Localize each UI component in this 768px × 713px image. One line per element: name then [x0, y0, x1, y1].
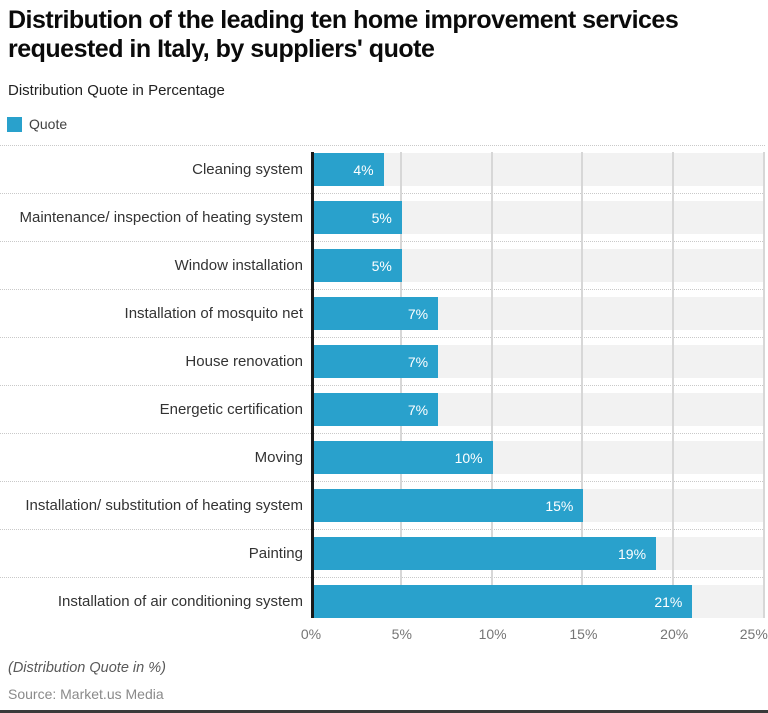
category-label: House renovation [185, 353, 303, 370]
plot-cell: 7% [311, 290, 765, 337]
gridline-25% [763, 152, 765, 618]
plot-cell: 5% [311, 194, 765, 241]
bar-chart-plot-area: Cleaning system 4% Maintenance/ inspection… [0, 145, 765, 625]
bar-house-renovation[interactable]: 7% [311, 345, 439, 378]
bar-value-label: 19% [618, 545, 647, 562]
x-tick-label: 20% [660, 626, 689, 642]
category-label: Moving [254, 449, 303, 466]
chart-row: House renovation 7% [0, 337, 765, 385]
bar-cleaning-system[interactable]: 4% [311, 153, 384, 186]
source-attribution: Source: Market.us Media [8, 686, 164, 702]
bar-installation-substitution-of-heating-system[interactable]: 15% [311, 489, 584, 522]
chart-subtitle: Distribution Quote in Percentage [8, 82, 225, 99]
bar-moving[interactable]: 10% [311, 441, 493, 474]
plot-cell: 4% [311, 146, 765, 193]
plot-cell: 21% [311, 578, 765, 625]
x-tick-label: 5% [391, 626, 412, 642]
bar-energetic-certification[interactable]: 7% [311, 393, 439, 426]
bar-value-label: 7% [407, 401, 429, 418]
legend[interactable]: Quote [7, 116, 67, 132]
bar-value-label: 15% [545, 497, 574, 514]
bar-value-label: 5% [371, 257, 392, 274]
x-tick-label: 25% [739, 626, 768, 642]
category-label: Installation of air conditioning system [57, 593, 303, 610]
bottom-border [0, 710, 768, 713]
plot-cell: 19% [311, 530, 765, 577]
chart-footnote: (Distribution Quote in %) [8, 660, 166, 676]
bar-painting[interactable]: 19% [311, 537, 657, 570]
category-label: Painting [248, 545, 303, 562]
category-label: Window installation [174, 257, 303, 274]
chart-row: Energetic certification 7% [0, 385, 765, 433]
chart-row: Painting 19% [0, 529, 765, 577]
chart-row: Moving 10% [0, 433, 765, 481]
gridline-15% [581, 152, 584, 618]
bar-installation-of-mosquito-net[interactable]: 7% [311, 297, 439, 330]
plot-cell: 10% [311, 434, 765, 481]
x-axis: 0% 5% 10% 15% 20% 25% [0, 626, 768, 646]
chart-row: Cleaning system 4% [0, 145, 765, 193]
bar-installation-of-air-conditioning-system[interactable]: 21% [311, 585, 693, 618]
gridline-10% [490, 152, 493, 618]
legend-swatch-icon [7, 116, 22, 132]
bar-value-label: 5% [371, 209, 392, 226]
bar-value-label: 7% [407, 353, 429, 370]
bar-maintenance-inspection-of-heating-system[interactable]: 5% [311, 201, 402, 234]
gridline-5% [399, 152, 402, 618]
chart-row: Maintenance/ inspection of heating syste… [0, 193, 765, 241]
chart-row: Installation/ substitution of heating sy… [0, 481, 765, 529]
chart-row: Installation of air conditioning system 2… [0, 577, 765, 625]
chart-title: Distribution of the leading ten home imp… [8, 6, 679, 63]
x-tick-label: 10% [478, 626, 507, 642]
chart-row: Installation of mosquito net 7% [0, 289, 765, 337]
x-tick-label: 0% [300, 626, 322, 642]
bar-value-label: 10% [454, 449, 483, 466]
y-axis-line [311, 152, 314, 618]
plot-cell: 15% [311, 482, 765, 529]
x-tick-label: 15% [569, 626, 598, 642]
gridline-20% [672, 152, 675, 618]
legend-label: Quote [29, 116, 68, 132]
chart-row: Window installation 5% [0, 241, 765, 289]
plot-cell: 7% [311, 386, 765, 433]
category-label: Installation/ substitution of heating sy… [25, 497, 303, 514]
bar-value-label: 4% [353, 161, 374, 178]
category-label: Installation of mosquito net [124, 305, 303, 322]
category-label: Energetic certification [159, 401, 303, 418]
row-background-band [311, 153, 765, 186]
bar-value-label: 7% [407, 305, 429, 322]
bar-value-label: 21% [654, 593, 683, 610]
category-label: Maintenance/ inspection of heating syste… [19, 209, 304, 226]
plot-cell: 5% [311, 242, 765, 289]
bar-window-installation[interactable]: 5% [311, 249, 402, 282]
plot-cell: 7% [311, 338, 765, 385]
category-label: Cleaning system [192, 161, 303, 178]
